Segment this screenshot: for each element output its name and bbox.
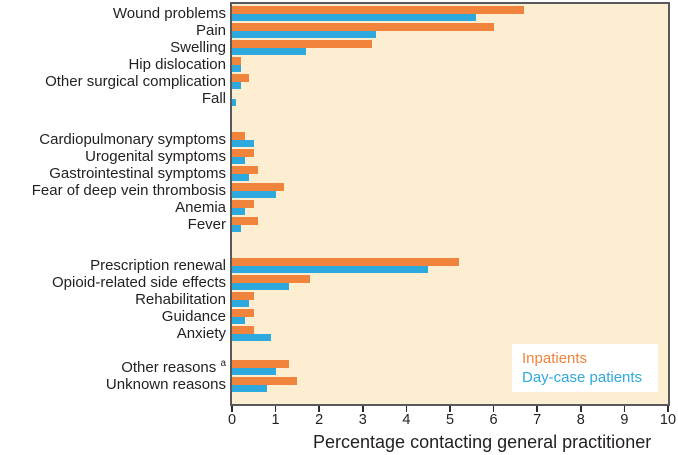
bar-day-case-patients [232, 224, 241, 232]
bar-day-case-patients [232, 173, 250, 181]
bar-inpatients [232, 309, 254, 317]
bar-day-case-patients [232, 47, 307, 55]
plot-area [230, 2, 670, 406]
x-axis-tick [623, 406, 626, 412]
category-label: Unknown reasons [105, 376, 226, 393]
bar-inpatients [232, 74, 250, 82]
category-label: Wound problems [112, 5, 226, 22]
bar-day-case-patients [232, 30, 376, 38]
x-axis-tick [231, 406, 233, 412]
category-label: Anxiety [176, 325, 226, 342]
bar-inpatients [232, 217, 259, 225]
bar-inpatients [232, 183, 285, 191]
x-axis-tick [449, 406, 451, 412]
category-label: Other surgical complication [45, 73, 226, 90]
bar-inpatients [232, 292, 254, 300]
bar-day-case-patients [232, 64, 241, 72]
x-axis-tick-label: 10 [659, 412, 677, 428]
x-axis-tick-label: 2 [315, 412, 324, 428]
bar-inpatients [232, 40, 372, 48]
category-label-superscript: a [220, 358, 226, 369]
bar-inpatients [232, 23, 494, 31]
category-label: Fall [201, 90, 226, 107]
bar-inpatients [232, 149, 254, 157]
x-axis-tick [274, 406, 277, 412]
legend-item-day-case-patients: Day-case patients [522, 369, 643, 386]
bar-inpatients [232, 326, 254, 334]
category-label: Fever [187, 216, 226, 233]
category-label: Anemia [175, 199, 226, 216]
x-axis-tick-label: 8 [576, 412, 585, 428]
category-label: Guidance [161, 308, 226, 325]
category-label: Other reasons a [121, 358, 226, 377]
x-axis-tick-label: 7 [533, 412, 542, 428]
legend-item-inpatients: Inpatients [522, 350, 588, 367]
category-label: Opioid-related side effects [52, 274, 226, 291]
x-axis-tick [580, 406, 582, 412]
x-axis-tick-label: 5 [445, 412, 455, 428]
category-label: Urogenital symptoms [85, 148, 226, 165]
x-axis-tick-label: 9 [620, 412, 629, 428]
category-label: Rehabilitation [135, 291, 226, 308]
category-label: Gastrointestinal symptoms [49, 165, 226, 182]
x-axis-tick-label: 1 [271, 412, 280, 428]
x-axis-tick [362, 406, 364, 412]
x-axis-tick [492, 406, 495, 412]
bar-day-case-patients [232, 98, 237, 106]
x-axis-tick [667, 406, 669, 412]
category-label: Fear of deep vein thrombosis [31, 182, 226, 199]
bar-day-case-patients [232, 367, 276, 375]
bar-day-case-patients [232, 384, 267, 392]
bar-day-case-patients [232, 282, 289, 290]
bar-day-case-patients [232, 13, 477, 21]
bar-inpatients [232, 377, 298, 385]
x-axis-tick-label: 6 [489, 412, 498, 428]
category-label: Prescription renewal [90, 257, 226, 274]
bar-inpatients [232, 275, 311, 283]
category-label: Hip dislocation [128, 56, 226, 73]
category-label: Swelling [170, 39, 226, 56]
bar-day-case-patients [232, 190, 276, 198]
bar-day-case-patients [232, 139, 254, 147]
x-axis-tick [536, 406, 538, 412]
x-axis-title: Percentage contacting general practition… [313, 432, 652, 452]
bar-day-case-patients [232, 299, 250, 307]
bar-day-case-patients [232, 207, 246, 215]
bar-inpatients [232, 6, 525, 14]
x-axis-tick-label: 4 [402, 412, 411, 428]
bar-day-case-patients [232, 316, 246, 324]
bar-day-case-patients [232, 333, 272, 341]
bar-inpatients [232, 360, 289, 368]
category-label: Pain [195, 22, 226, 39]
x-axis-tick [318, 406, 320, 412]
bar-day-case-patients [232, 81, 241, 89]
bar-inpatients [232, 166, 259, 174]
x-axis-tick-label: 3 [358, 412, 367, 428]
x-axis-tick [405, 406, 408, 412]
x-axis-tick-label: 0 [227, 412, 237, 428]
legend: Inpatients Day-case patients [512, 344, 658, 392]
bar-inpatients [232, 132, 246, 140]
bar-inpatients [232, 200, 254, 208]
category-label: Cardiopulmonary symptoms [39, 131, 226, 148]
bar-inpatients [232, 57, 241, 65]
bar-inpatients [232, 258, 459, 266]
bar-day-case-patients [232, 156, 246, 164]
bar-day-case-patients [232, 265, 429, 273]
